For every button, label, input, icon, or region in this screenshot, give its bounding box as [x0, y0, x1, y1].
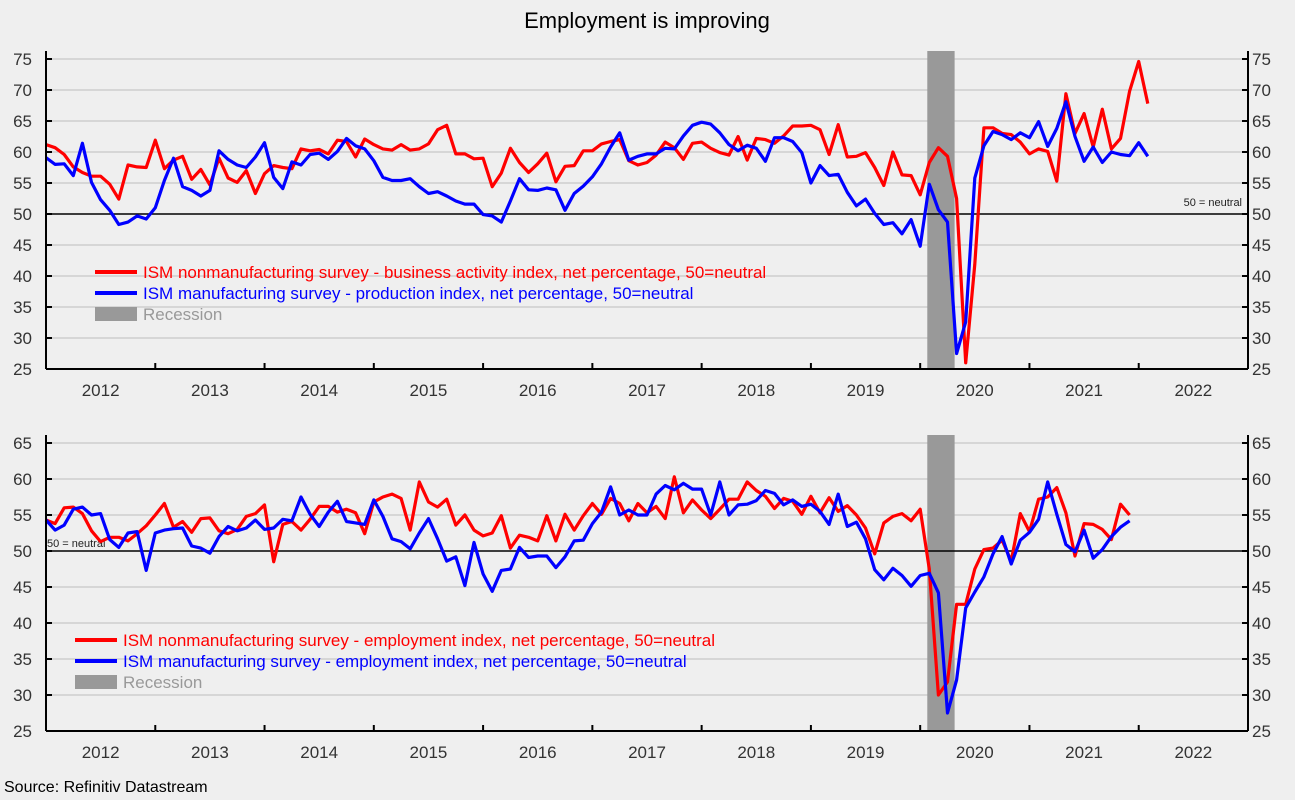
x-tick-label: 2014 [300, 381, 338, 400]
y-tick-label-left: 45 [13, 578, 32, 597]
y-tick-label-left: 60 [13, 470, 32, 489]
legend-swatch-recession [95, 307, 137, 321]
neutral-line-label: 50 = neutral [1184, 197, 1242, 209]
source-note: Source: Refinitiv Datastream [4, 779, 208, 796]
legend-swatch-recession [75, 675, 117, 689]
y-tick-label-left: 65 [13, 112, 32, 131]
chart-title: Employment is improving [524, 8, 770, 33]
x-tick-label: 2021 [1065, 743, 1103, 762]
y-tick-label-left: 30 [13, 329, 32, 348]
x-tick-label: 2022 [1174, 743, 1212, 762]
y-tick-label-left: 40 [13, 267, 32, 286]
y-tick-label-left: 35 [13, 650, 32, 669]
x-tick-label: 2014 [300, 743, 338, 762]
y-tick-label-right: 70 [1252, 81, 1271, 100]
x-tick-label: 2019 [847, 743, 885, 762]
y-tick-label-right: 55 [1252, 174, 1271, 193]
y-tick-label-right: 60 [1252, 470, 1271, 489]
x-tick-label: 2021 [1065, 381, 1103, 400]
series-line-manufacturing [44, 480, 1131, 715]
y-tick-label-left: 25 [13, 360, 32, 379]
x-tick-label: 2015 [410, 381, 448, 400]
series-line-nonmanufacturing [45, 475, 1131, 697]
y-tick-label-right: 40 [1252, 614, 1271, 633]
legend-label-nonmanufacturing: ISM nonmanufacturing survey - employment… [123, 631, 715, 650]
y-tick-label-right: 60 [1252, 143, 1271, 162]
legend-label-recession: Recession [123, 673, 202, 692]
x-tick-label: 2018 [737, 743, 775, 762]
y-tick-label-left: 30 [13, 686, 32, 705]
legend-label-recession: Recession [143, 305, 222, 324]
y-tick-label-right: 25 [1252, 360, 1271, 379]
x-tick-label: 2013 [191, 743, 229, 762]
x-tick-label: 2017 [628, 381, 666, 400]
y-tick-label-right: 65 [1252, 434, 1271, 453]
series-line-manufacturing [45, 100, 1150, 356]
bottom-panel-employment: 50 = neutral 25 25 30 30 35 35 40 40 45 45 50 50 55 55… [13, 434, 1271, 762]
top-panel-business-activity: 50 = neutral 25 25 30 30 35 35 40 40 45 45 50 50 55 55… [13, 50, 1271, 400]
y-tick-label-left: 25 [13, 722, 32, 741]
y-tick-label-right: 45 [1252, 578, 1271, 597]
x-tick-label: 2018 [737, 381, 775, 400]
y-tick-label-left: 70 [13, 81, 32, 100]
y-tick-label-right: 50 [1252, 205, 1271, 224]
x-tick-label: 2012 [82, 743, 120, 762]
x-tick-label: 2020 [956, 381, 994, 400]
y-tick-label-right: 55 [1252, 506, 1271, 525]
y-tick-label-left: 65 [13, 434, 32, 453]
x-tick-label: 2017 [628, 743, 666, 762]
y-tick-label-right: 45 [1252, 236, 1271, 255]
recession-band [927, 51, 955, 369]
legend-label-manufacturing: ISM manufacturing survey - employment in… [123, 652, 687, 671]
y-tick-label-right: 65 [1252, 112, 1271, 131]
y-tick-label-left: 50 [13, 542, 32, 561]
neutral-line-label: 50 = neutral [47, 538, 105, 550]
y-tick-label-right: 40 [1252, 267, 1271, 286]
series-line-nonmanufacturing [45, 59, 1150, 365]
legend-label-manufacturing: ISM manufacturing survey - production in… [143, 284, 693, 303]
x-tick-label: 2022 [1174, 381, 1212, 400]
y-tick-label-left: 40 [13, 614, 32, 633]
y-tick-label-left: 60 [13, 143, 32, 162]
y-tick-label-right: 25 [1252, 722, 1271, 741]
y-tick-label-right: 50 [1252, 542, 1271, 561]
y-tick-label-left: 55 [13, 174, 32, 193]
x-tick-label: 2012 [82, 381, 120, 400]
x-tick-label: 2015 [410, 743, 448, 762]
x-tick-label: 2020 [956, 743, 994, 762]
y-tick-label-right: 35 [1252, 298, 1271, 317]
y-tick-label-left: 55 [13, 506, 32, 525]
y-tick-label-right: 75 [1252, 50, 1271, 69]
x-tick-label: 2016 [519, 743, 557, 762]
legend-label-nonmanufacturing: ISM nonmanufacturing survey - business a… [143, 263, 766, 282]
y-tick-label-left: 75 [13, 50, 32, 69]
y-tick-label-right: 35 [1252, 650, 1271, 669]
y-tick-label-right: 30 [1252, 686, 1271, 705]
x-tick-label: 2016 [519, 381, 557, 400]
y-tick-label-left: 45 [13, 236, 32, 255]
y-tick-label-right: 30 [1252, 329, 1271, 348]
y-tick-label-left: 35 [13, 298, 32, 317]
y-tick-label-left: 50 [13, 205, 32, 224]
x-tick-label: 2019 [847, 381, 885, 400]
x-tick-label: 2013 [191, 381, 229, 400]
